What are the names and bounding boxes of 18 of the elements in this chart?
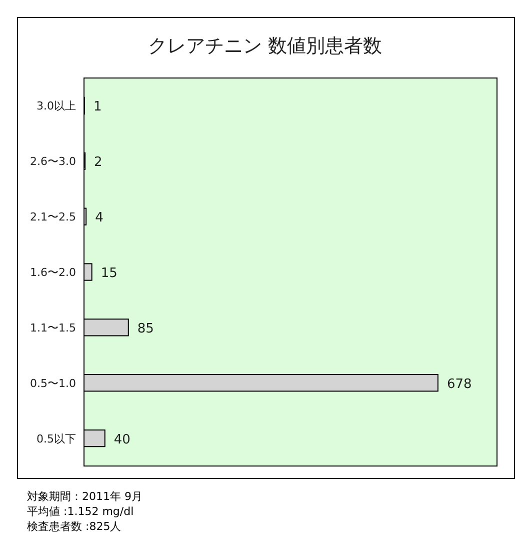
data-label: 40 [114, 432, 130, 448]
y-tick-label: 2.1〜2.5 [30, 210, 76, 224]
data-label: 1 [94, 100, 102, 115]
data-label: 85 [137, 321, 154, 336]
y-tick-label: 1.6〜2.0 [30, 266, 76, 279]
y-tick-label: 2.6〜3.0 [30, 155, 76, 168]
data-label: 15 [100, 266, 118, 281]
text: 対象期間：2011年 9月 [27, 490, 142, 503]
y-tick-label: 3.0以上 [36, 100, 76, 113]
data-label: 2 [94, 155, 102, 170]
y-tick-label: 0.5〜1.0 [30, 376, 76, 390]
data-label: 4 [95, 210, 104, 226]
chart-title: クレアチニン 数値別患者数 [148, 35, 382, 57]
text: 平均値 :1.152 mg/dl [27, 505, 134, 518]
y-tick-label: 1.1〜1.5 [30, 321, 76, 334]
y-tick-label: 0.5以下 [36, 432, 76, 446]
data-label: 678 [446, 376, 472, 392]
text: 検査患者数 :825人 [27, 520, 122, 533]
